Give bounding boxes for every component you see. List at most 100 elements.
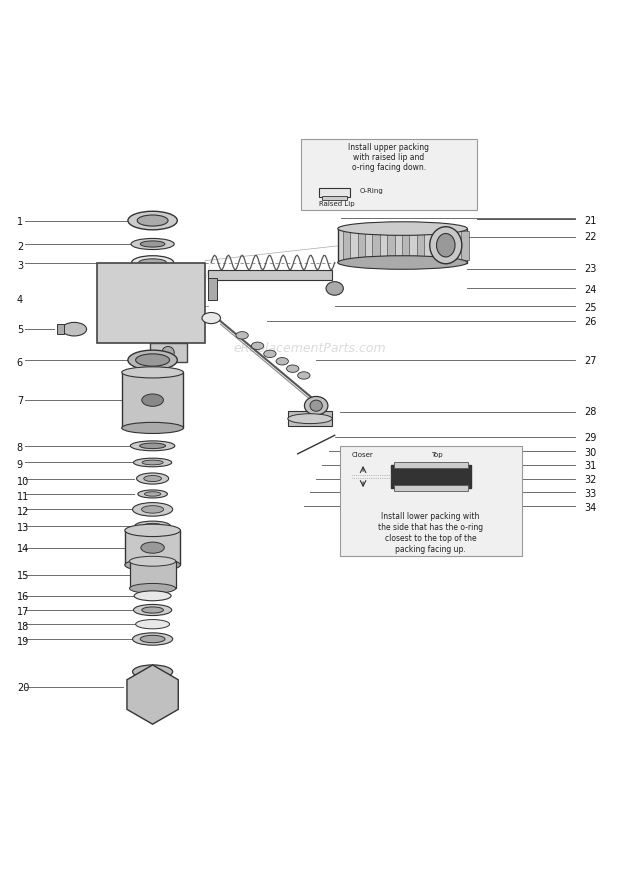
Text: 24: 24 [585, 285, 597, 295]
Bar [461, 231, 469, 260]
Ellipse shape [264, 351, 276, 358]
Ellipse shape [131, 238, 174, 250]
Bar [149, 343, 187, 363]
Ellipse shape [125, 559, 180, 571]
Ellipse shape [133, 458, 172, 467]
Text: packing facing up.: packing facing up. [396, 545, 466, 554]
Text: 22: 22 [585, 232, 597, 242]
Bar [394, 486, 467, 492]
Ellipse shape [202, 313, 221, 323]
Text: closest to the top of the: closest to the top of the [385, 533, 477, 543]
Ellipse shape [288, 414, 332, 424]
Ellipse shape [133, 605, 172, 615]
Ellipse shape [436, 233, 455, 257]
Bar [417, 231, 424, 260]
Ellipse shape [122, 422, 184, 434]
Bar [340, 446, 521, 555]
Text: Top: Top [431, 452, 443, 458]
Ellipse shape [304, 396, 328, 415]
Ellipse shape [130, 441, 175, 450]
Text: 20: 20 [17, 683, 29, 693]
Ellipse shape [177, 299, 184, 306]
Text: 17: 17 [17, 607, 29, 617]
Text: 26: 26 [585, 317, 597, 328]
Bar [319, 188, 350, 197]
Text: 12: 12 [17, 508, 29, 517]
Text: 3: 3 [17, 261, 23, 271]
Text: 23: 23 [585, 264, 597, 275]
Ellipse shape [142, 394, 164, 406]
Bar [387, 231, 394, 260]
Text: 8: 8 [17, 442, 23, 453]
Ellipse shape [138, 490, 167, 498]
Ellipse shape [128, 211, 177, 230]
Ellipse shape [125, 525, 180, 537]
Text: 13: 13 [17, 523, 29, 533]
Ellipse shape [338, 222, 467, 236]
Text: 19: 19 [17, 638, 29, 647]
Ellipse shape [136, 620, 170, 629]
Ellipse shape [143, 668, 162, 675]
Text: 21: 21 [585, 215, 597, 225]
Bar [432, 231, 439, 260]
Text: 11: 11 [17, 492, 29, 502]
Bar [446, 231, 454, 260]
Ellipse shape [286, 365, 299, 373]
Bar [373, 231, 379, 260]
Bar [125, 531, 180, 565]
Ellipse shape [125, 297, 137, 309]
Ellipse shape [62, 322, 87, 336]
Ellipse shape [144, 492, 161, 496]
Text: Closer: Closer [352, 452, 374, 458]
Bar [301, 139, 477, 210]
Bar [208, 278, 218, 299]
Polygon shape [127, 665, 179, 724]
Ellipse shape [122, 366, 184, 378]
Bar [57, 324, 64, 334]
Text: 10: 10 [17, 477, 29, 487]
Ellipse shape [430, 227, 462, 264]
Ellipse shape [130, 584, 175, 593]
Ellipse shape [134, 591, 171, 600]
Bar [358, 231, 365, 260]
Ellipse shape [137, 215, 168, 226]
Bar [122, 373, 184, 428]
Ellipse shape [338, 256, 467, 269]
Ellipse shape [174, 296, 187, 309]
Ellipse shape [310, 400, 322, 411]
Ellipse shape [162, 346, 174, 358]
Text: Raised Lip: Raised Lip [319, 200, 355, 207]
Text: 6: 6 [17, 358, 23, 368]
Text: 5: 5 [17, 326, 23, 336]
Bar [394, 462, 467, 468]
Ellipse shape [130, 556, 175, 566]
Text: Install upper packing: Install upper packing [348, 143, 429, 152]
Text: o-ring facing down.: o-ring facing down. [352, 163, 426, 172]
Ellipse shape [326, 282, 343, 295]
Text: 16: 16 [17, 592, 29, 602]
Text: 2: 2 [17, 242, 23, 252]
Text: 25: 25 [585, 303, 597, 313]
Text: 27: 27 [585, 356, 597, 366]
Text: 1: 1 [17, 217, 23, 228]
Ellipse shape [276, 358, 288, 365]
Ellipse shape [143, 524, 162, 529]
Text: 29: 29 [585, 434, 597, 443]
Text: 31: 31 [585, 461, 597, 472]
Text: 28: 28 [585, 407, 597, 418]
Ellipse shape [141, 542, 164, 554]
Bar [402, 231, 409, 260]
Text: 9: 9 [17, 460, 23, 470]
Text: eReplacementParts.com: eReplacementParts.com [234, 343, 386, 356]
Bar [97, 262, 205, 343]
Bar [391, 465, 471, 487]
Bar [288, 411, 332, 426]
Ellipse shape [144, 475, 161, 481]
Text: 15: 15 [17, 571, 29, 581]
Text: 4: 4 [17, 295, 23, 305]
Ellipse shape [133, 665, 172, 678]
Text: with raised lip and: with raised lip and [353, 153, 424, 162]
Text: 30: 30 [585, 448, 597, 457]
Ellipse shape [128, 351, 177, 370]
Text: 32: 32 [585, 475, 597, 486]
